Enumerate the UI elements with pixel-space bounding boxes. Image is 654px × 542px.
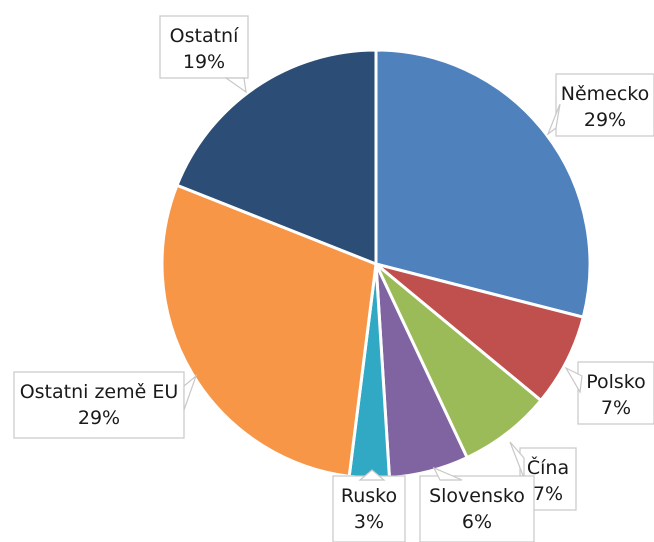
callout-4: Slovensko 6% [419, 466, 535, 542]
pie-callouts: Německo 29% Polsko 7% Čína 7% Slovensko 6% Rusko… [13, 15, 654, 542]
callout-pointer [546, 103, 561, 136]
callout-pointer [432, 466, 463, 481]
slice-label: Německo [561, 83, 650, 105]
slice-value-label: 3% [354, 511, 384, 533]
callout-7: Ostatní 19% [159, 15, 249, 94]
slice-label: Slovensko [429, 485, 525, 507]
pie-slice-1 [374, 48, 592, 319]
slice-label: Čína [527, 455, 569, 479]
callout-6: Ostatni země EU 29% [13, 371, 198, 439]
callout-box [159, 15, 249, 79]
slice-value-label: 7% [601, 397, 631, 419]
callout-5: Rusko 3% [332, 469, 406, 542]
callout-pointer [509, 441, 525, 479]
callout-1: Německo 29% [546, 73, 654, 137]
callout-pointer [224, 77, 247, 94]
callout-box [555, 73, 654, 137]
slice-label: Ostatni země EU [20, 381, 179, 403]
callout-box [13, 371, 185, 439]
slice-label: Rusko [341, 485, 397, 507]
callout-pointer [183, 374, 198, 411]
slice-value-label: 19% [183, 51, 225, 73]
pie-slice-6 [160, 183, 378, 478]
slice-value-label: 29% [584, 109, 626, 131]
callout-2: Polsko 7% [564, 361, 654, 425]
callout-pointer [358, 469, 386, 481]
callout-box [577, 361, 654, 425]
callout-box [332, 475, 406, 542]
callout-box [419, 475, 535, 542]
slice-value-label: 29% [78, 407, 120, 429]
pie-slice-7 [175, 48, 378, 266]
slice-label: Ostatní [170, 25, 239, 47]
slice-value-label: 7% [533, 483, 563, 505]
callout-pointer [564, 366, 583, 394]
pie-slices [160, 48, 592, 480]
slice-label: Polsko [586, 371, 646, 393]
slice-value-label: 6% [462, 511, 492, 533]
